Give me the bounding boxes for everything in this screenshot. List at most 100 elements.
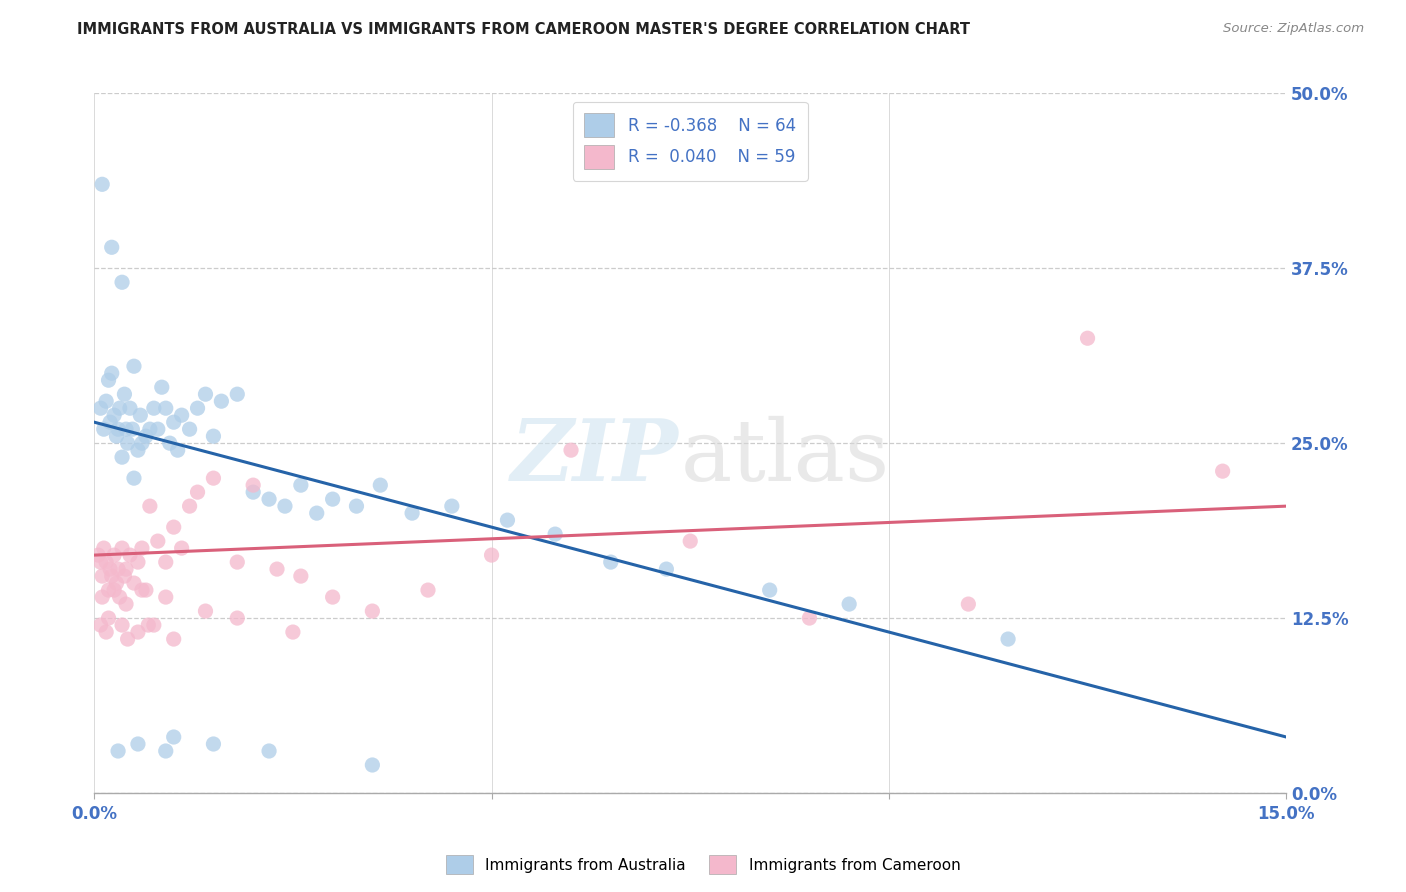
Point bbox=[107, 422, 129, 436]
Point bbox=[105, 429, 128, 443]
Point bbox=[129, 408, 152, 422]
Point bbox=[131, 583, 153, 598]
Point bbox=[139, 499, 162, 513]
Point bbox=[170, 541, 193, 555]
Point bbox=[114, 569, 136, 583]
Point bbox=[496, 513, 519, 527]
Point bbox=[111, 275, 134, 289]
Point bbox=[96, 555, 118, 569]
Point bbox=[117, 632, 139, 646]
Point bbox=[290, 478, 312, 492]
Point bbox=[103, 583, 125, 598]
Point bbox=[202, 471, 225, 485]
Point bbox=[179, 422, 201, 436]
Point bbox=[90, 555, 112, 569]
Point bbox=[90, 618, 112, 632]
Point bbox=[127, 555, 149, 569]
Point bbox=[142, 618, 165, 632]
Point bbox=[127, 625, 149, 640]
Point bbox=[997, 632, 1019, 646]
Point bbox=[114, 387, 136, 401]
Point bbox=[226, 555, 249, 569]
Point bbox=[1077, 331, 1099, 345]
Text: ZIP: ZIP bbox=[510, 416, 679, 499]
Point bbox=[146, 534, 169, 549]
Point bbox=[226, 611, 249, 625]
Point bbox=[155, 555, 177, 569]
Point bbox=[166, 443, 188, 458]
Text: IMMIGRANTS FROM AUSTRALIA VS IMMIGRANTS FROM CAMEROON MASTER'S DEGREE CORRELATIO: IMMIGRANTS FROM AUSTRALIA VS IMMIGRANTS … bbox=[77, 22, 970, 37]
Point bbox=[93, 422, 115, 436]
Point bbox=[187, 485, 209, 500]
Point bbox=[179, 499, 201, 513]
Point bbox=[127, 737, 149, 751]
Point bbox=[416, 583, 439, 598]
Point bbox=[194, 604, 217, 618]
Point bbox=[155, 401, 177, 416]
Point bbox=[440, 499, 463, 513]
Point bbox=[163, 730, 186, 744]
Point bbox=[111, 450, 134, 465]
Point bbox=[118, 548, 141, 562]
Point bbox=[305, 506, 328, 520]
Point bbox=[290, 569, 312, 583]
Point bbox=[1212, 464, 1234, 478]
Point bbox=[281, 625, 304, 640]
Point bbox=[679, 534, 702, 549]
Point bbox=[481, 548, 503, 562]
Point bbox=[100, 569, 122, 583]
Point bbox=[226, 387, 249, 401]
Point bbox=[91, 569, 114, 583]
Legend: R = -0.368    N = 64, R =  0.040    N = 59: R = -0.368 N = 64, R = 0.040 N = 59 bbox=[572, 102, 807, 180]
Point bbox=[758, 583, 780, 598]
Point bbox=[655, 562, 678, 576]
Point bbox=[131, 541, 153, 555]
Point bbox=[242, 478, 264, 492]
Point bbox=[194, 387, 217, 401]
Point bbox=[100, 366, 122, 380]
Point bbox=[560, 443, 582, 458]
Point bbox=[187, 401, 209, 416]
Point bbox=[122, 471, 145, 485]
Point bbox=[544, 527, 567, 541]
Point bbox=[115, 562, 138, 576]
Point bbox=[115, 597, 138, 611]
Point bbox=[322, 492, 344, 507]
Point bbox=[368, 478, 391, 492]
Point bbox=[117, 436, 139, 450]
Point bbox=[121, 422, 143, 436]
Point bbox=[135, 429, 157, 443]
Point bbox=[163, 520, 186, 534]
Point bbox=[838, 597, 860, 611]
Point bbox=[163, 415, 186, 429]
Point bbox=[103, 548, 125, 562]
Point bbox=[257, 744, 280, 758]
Point bbox=[115, 422, 138, 436]
Point bbox=[242, 485, 264, 500]
Point bbox=[97, 611, 120, 625]
Point bbox=[105, 576, 128, 591]
Point bbox=[361, 758, 384, 772]
Point bbox=[87, 548, 110, 562]
Point bbox=[266, 562, 288, 576]
Point bbox=[100, 240, 122, 254]
Point bbox=[108, 401, 131, 416]
Point bbox=[96, 625, 118, 640]
Point bbox=[111, 618, 134, 632]
Text: Source: ZipAtlas.com: Source: ZipAtlas.com bbox=[1223, 22, 1364, 36]
Point bbox=[202, 737, 225, 751]
Point bbox=[118, 401, 141, 416]
Point bbox=[159, 436, 181, 450]
Legend: Immigrants from Australia, Immigrants from Cameroon: Immigrants from Australia, Immigrants fr… bbox=[440, 849, 966, 880]
Point bbox=[361, 604, 384, 618]
Point bbox=[209, 394, 232, 409]
Point bbox=[98, 562, 121, 576]
Point bbox=[163, 632, 186, 646]
Point bbox=[96, 394, 118, 409]
Point bbox=[122, 359, 145, 374]
Point bbox=[257, 492, 280, 507]
Point bbox=[131, 436, 153, 450]
Point bbox=[274, 499, 297, 513]
Point bbox=[170, 408, 193, 422]
Point bbox=[108, 590, 131, 604]
